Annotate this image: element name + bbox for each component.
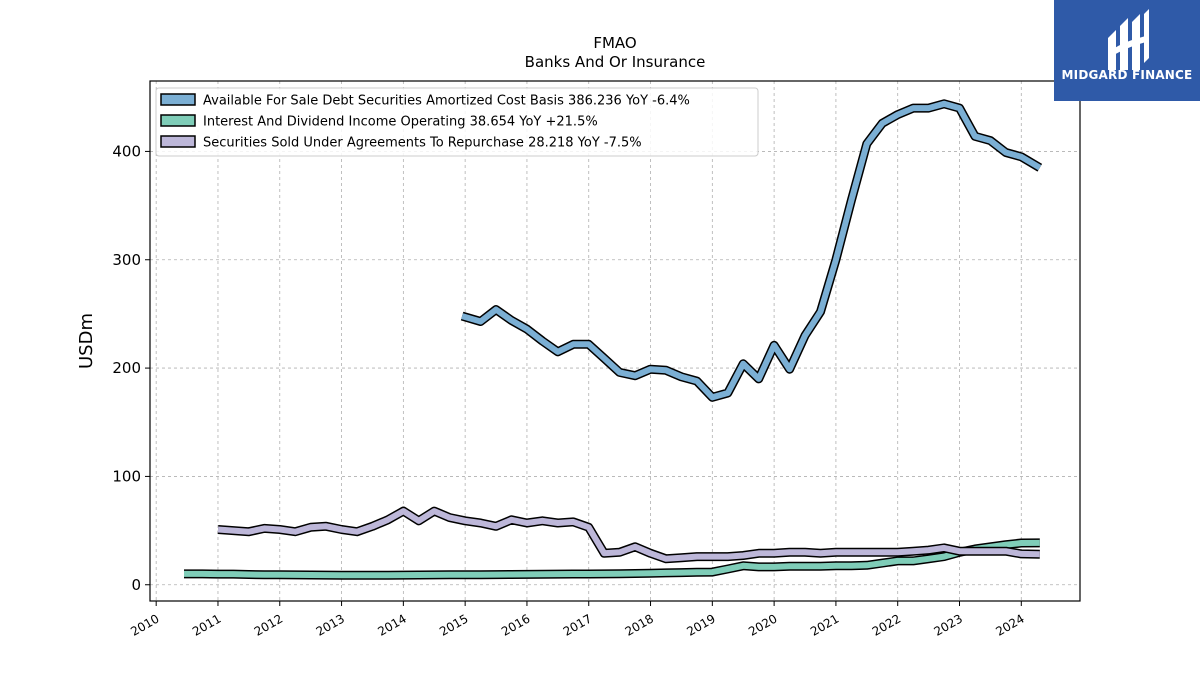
logo: MIDGARD FINANCE [1054, 0, 1200, 101]
x-tick-label: 2010 [128, 611, 161, 638]
series-line [461, 100, 1042, 401]
midgard-logo-icon [1108, 9, 1149, 70]
legend-entry: Securities Sold Under Agreements To Repu… [203, 136, 642, 151]
y-axis: 0 100 200 300 400 [112, 142, 150, 594]
x-tick-label: 2022 [870, 611, 903, 638]
grid [150, 81, 1080, 601]
legend-swatch [160, 93, 196, 106]
x-tick-label: 2013 [314, 611, 347, 638]
y-tick-label: 0 [131, 576, 141, 594]
series-2 [184, 538, 1040, 580]
x-tick-label: 2012 [252, 611, 285, 638]
x-tick-label: 2011 [190, 611, 223, 638]
legend-entry: Interest And Dividend Income Operating 3… [203, 115, 598, 130]
series-3 [217, 506, 1040, 564]
series-lines [184, 99, 1043, 580]
legend-box [155, 87, 759, 157]
x-tick-label: 2017 [561, 611, 594, 638]
legend-entry: Available For Sale Debt Securities Amort… [203, 94, 690, 109]
x-tick-label: 2015 [437, 611, 470, 638]
y-axis-label: USDm [76, 313, 97, 369]
x-tick-label: 2019 [684, 611, 717, 638]
y-tick-label: 300 [112, 251, 141, 269]
legend: Available For Sale Debt Securities Amort… [155, 87, 759, 157]
legend-swatch [160, 114, 196, 127]
x-tick-label: 2016 [499, 611, 532, 638]
y-tick-label: 400 [112, 142, 141, 160]
x-tick-label: 2024 [993, 611, 1026, 638]
x-tick-label: 2021 [808, 611, 841, 638]
series-line [217, 508, 1040, 562]
x-tick-label: 2014 [375, 611, 408, 638]
x-tick-label: 2023 [932, 611, 965, 638]
legend-swatch [160, 135, 196, 148]
series-1 [460, 99, 1043, 402]
series-line [184, 539, 1040, 579]
chart-title: FMAO [593, 34, 636, 52]
x-tick-label: 2020 [746, 611, 779, 638]
chart-subtitle: Banks And Or Insurance [525, 53, 706, 71]
x-axis: 2010 2011 2012 2013 2014 2015 2016 2017 2018 2019… [128, 601, 1027, 639]
y-tick-label: 100 [112, 467, 141, 485]
logo-text: MIDGARD FINANCE [1061, 68, 1193, 82]
plot-frame [149, 80, 1081, 602]
x-tick-label: 2018 [623, 611, 656, 638]
y-tick-label: 200 [112, 359, 141, 377]
